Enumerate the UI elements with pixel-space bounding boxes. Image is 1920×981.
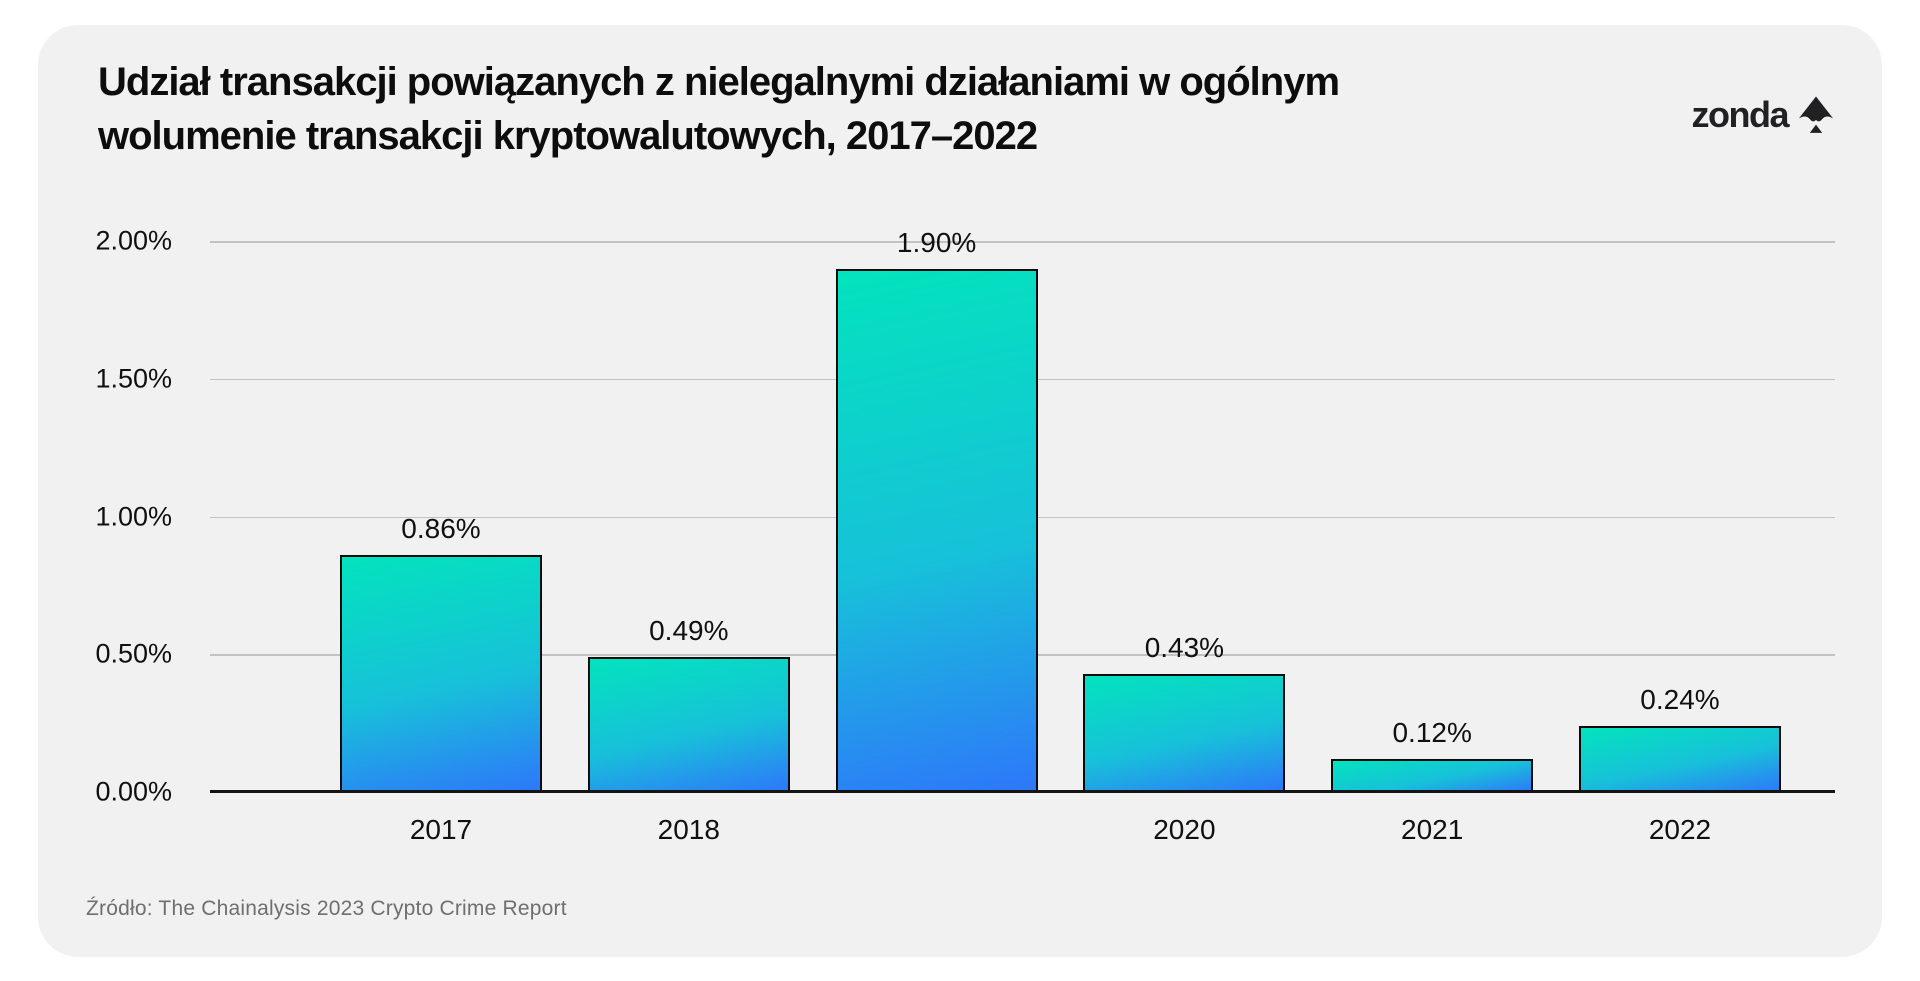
bar-value-label-2018: 0.49% (649, 615, 729, 647)
chart-title-line2: wolumenie transakcji kryptowalutowych, 2… (98, 114, 1038, 158)
x-axis-label-2017: 2017 (409, 814, 473, 845)
bar-2018 (587, 657, 790, 792)
bar-2022 (1579, 725, 1781, 792)
zonda-logo-text: zonda (1691, 94, 1790, 135)
spade-icon (1794, 95, 1838, 135)
chart-title-line1: Udział transakcji powiązanych z nielegal… (98, 60, 1340, 104)
source-note: Źródło: The Chainalysis 2023 Crypto Crim… (86, 897, 567, 920)
bar-2021 (1331, 758, 1534, 792)
bar-2020 (1083, 673, 1286, 792)
y-axis-tick-label: 0.50% (95, 638, 172, 669)
x-axis-label-2018: 2018 (657, 814, 720, 845)
bar-value-label-2020: 0.43% (1144, 631, 1225, 663)
bar-bar-3 (835, 268, 1038, 792)
x-axis-label-2022: 2022 (1648, 814, 1712, 845)
infographic-card: Udział transakcji powiązanych z nielegal… (38, 25, 1882, 957)
chart-title: Udział transakcji powiązanych z nielegal… (98, 55, 1658, 163)
x-axis-label-2020: 2020 (1153, 814, 1216, 845)
zonda-logo: zonda (1692, 95, 1839, 135)
y-axis-tick-label: 1.00% (95, 501, 172, 531)
bar-value-label-2021: 0.12% (1392, 716, 1472, 748)
y-axis-tick-label: 2.00% (95, 225, 172, 256)
x-axis-line (210, 790, 1835, 793)
gridline (210, 241, 1835, 243)
y-axis-tick-label: 0.00% (95, 776, 172, 807)
plot-area: 2.00% 1.50% 1.00% 0.50% 0.00% 0.86% 2017 0.49% 2… (95, 226, 1835, 845)
x-axis-label-2021: 2021 (1401, 814, 1464, 845)
bar-2017 (340, 555, 542, 792)
bar-value-label-2022: 0.24% (1640, 683, 1720, 715)
y-axis-tick-label: 1.50% (95, 363, 172, 394)
bar-value-label-2017: 0.86% (401, 513, 481, 545)
bar-value-label-bar-3: 1.90% (896, 226, 977, 258)
